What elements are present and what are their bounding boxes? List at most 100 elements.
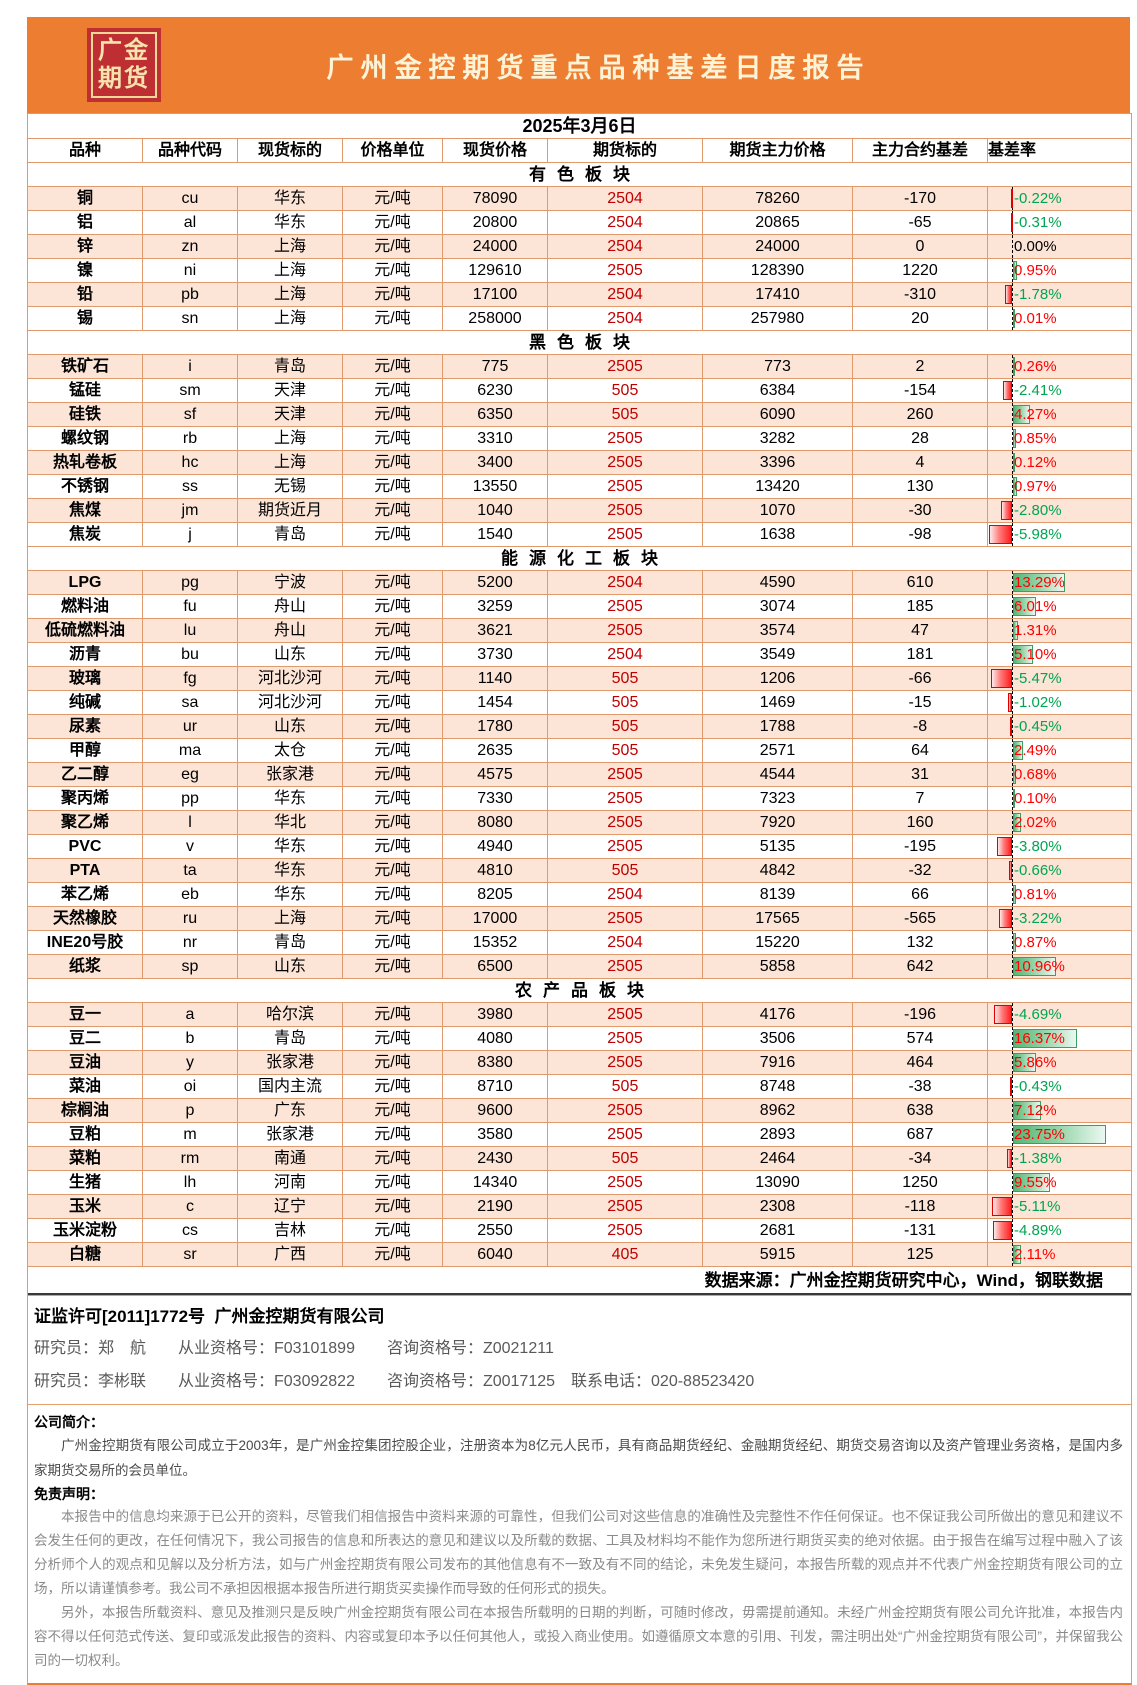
cell-name: 铝: [28, 211, 143, 234]
cell-contract: 2505: [548, 355, 703, 378]
cell-rate: 2.49%: [988, 739, 1131, 762]
cell-spot: 青岛: [238, 523, 343, 546]
positive-data-bar: [1013, 1173, 1051, 1192]
cell-code: sp: [143, 955, 238, 978]
rate-value: -1.02%: [1014, 694, 1062, 711]
cell-name: 焦煤: [28, 499, 143, 522]
cell-basis: -118: [853, 1195, 988, 1218]
zero-axis-line: [1012, 763, 1013, 786]
cell-spot: 南通: [238, 1147, 343, 1170]
cell-contract: 2505: [548, 1195, 703, 1218]
cell-contract: 2505: [548, 1123, 703, 1146]
cell-rate: -4.69%: [988, 1003, 1131, 1026]
cell-spot: 华东: [238, 835, 343, 858]
table-row: 菜粕 rm 南通 元/吨 2430 505 2464 -34 -1.38%: [28, 1147, 1131, 1171]
cell-code: rm: [143, 1147, 238, 1170]
zero-axis-line: [1012, 355, 1013, 378]
cell-contract: 2504: [548, 187, 703, 210]
zero-axis-line: [1012, 955, 1013, 978]
cell-basis: 1250: [853, 1171, 988, 1194]
cell-name: 聚丙烯: [28, 787, 143, 810]
cell-rate: 0.26%: [988, 355, 1131, 378]
rate-value: 5.10%: [1014, 646, 1057, 663]
cell-contract: 2505: [548, 1003, 703, 1026]
cell-spot_price: 1540: [443, 523, 548, 546]
cell-rate: 10.96%: [988, 955, 1131, 978]
cell-basis: 31: [853, 763, 988, 786]
cell-contract: 505: [548, 1147, 703, 1170]
cell-spot_price: 4575: [443, 763, 548, 786]
cell-code: ma: [143, 739, 238, 762]
cell-contract: 2504: [548, 931, 703, 954]
cell-rate: 7.12%: [988, 1099, 1131, 1122]
cell-unit: 元/吨: [343, 907, 443, 930]
column-header-spot: 现货标的: [238, 139, 343, 162]
cell-rate: -3.22%: [988, 907, 1131, 930]
cell-unit: 元/吨: [343, 571, 443, 594]
table-row: 豆一 a 哈尔滨 元/吨 3980 2505 4176 -196 -4.69%: [28, 1003, 1131, 1027]
rate-value: 0.85%: [1014, 430, 1057, 447]
cell-basis: -30: [853, 499, 988, 522]
cell-basis: 160: [853, 811, 988, 834]
cell-contract: 2505: [548, 427, 703, 450]
footer-divider: [28, 1404, 1131, 1405]
cell-spot: 上海: [238, 427, 343, 450]
cell-spot_price: 775: [443, 355, 548, 378]
rate-value: -0.66%: [1014, 862, 1062, 879]
table-row: INE20号胶 nr 青岛 元/吨 15352 2504 15220 132 0.87%: [28, 931, 1131, 955]
cell-unit: 元/吨: [343, 403, 443, 426]
cell-basis: -15: [853, 691, 988, 714]
cell-code: fu: [143, 595, 238, 618]
cell-spot_price: 78090: [443, 187, 548, 210]
cell-futures_price: 7323: [703, 787, 853, 810]
rate-value: 0.68%: [1014, 766, 1057, 783]
cell-spot: 山东: [238, 955, 343, 978]
cell-code: sn: [143, 307, 238, 330]
negative-data-bar: [990, 669, 1012, 688]
cell-basis: 0: [853, 235, 988, 258]
cell-contract: 2504: [548, 283, 703, 306]
cell-spot: 天津: [238, 403, 343, 426]
cell-basis: 64: [853, 739, 988, 762]
cell-contract: 2505: [548, 475, 703, 498]
cell-name: 焦炭: [28, 523, 143, 546]
cell-spot_price: 3621: [443, 619, 548, 642]
cell-code: pb: [143, 283, 238, 306]
cell-spot_price: 9600: [443, 1099, 548, 1122]
positive-data-bar: [1013, 645, 1033, 664]
cell-spot: 山东: [238, 715, 343, 738]
rate-value: -0.31%: [1014, 214, 1062, 231]
cell-rate: 0.00%: [988, 235, 1131, 258]
cell-code: ru: [143, 907, 238, 930]
cell-name: 玻璃: [28, 667, 143, 690]
rate-value: -4.89%: [1014, 1222, 1062, 1239]
cell-code: nr: [143, 931, 238, 954]
cell-rate: -5.11%: [988, 1195, 1131, 1218]
company-intro-text: 广州金控期货有限公司成立于2003年，是广州金控集团控股企业，注册资本为8亿元人…: [34, 1438, 1123, 1478]
cell-name: 螺纹钢: [28, 427, 143, 450]
report-footer: 证监许可[2011]1772号 广州金控期货有限公司 研究员：郑 航 从业资格号…: [27, 1296, 1132, 1685]
section-header: 农产品板块: [28, 979, 1131, 1003]
table-row: 硅铁 sf 天津 元/吨 6350 505 6090 260 4.27%: [28, 403, 1131, 427]
cell-basis: -154: [853, 379, 988, 402]
zero-axis-line: [1012, 259, 1013, 282]
cell-contract: 505: [548, 739, 703, 762]
cell-futures_price: 2893: [703, 1123, 853, 1146]
zero-axis-line: [1012, 523, 1013, 546]
cell-contract: 2505: [548, 907, 703, 930]
positive-data-bar: [1013, 573, 1065, 592]
cell-spot: 华东: [238, 187, 343, 210]
zero-axis-line: [1012, 403, 1013, 426]
cell-spot_price: 4080: [443, 1027, 548, 1050]
rate-value: 5.86%: [1014, 1054, 1057, 1071]
cell-basis: 610: [853, 571, 988, 594]
cell-rate: 23.75%: [988, 1123, 1131, 1146]
cell-spot_price: 24000: [443, 235, 548, 258]
negative-data-bar: [1001, 501, 1012, 520]
cell-name: 热轧卷板: [28, 451, 143, 474]
cell-code: sr: [143, 1243, 238, 1266]
table-row: 不锈钢 ss 无锡 元/吨 13550 2505 13420 130 0.97%: [28, 475, 1131, 499]
disclaimer-label: 免责声明：: [34, 1486, 104, 1502]
cell-name: 燃料油: [28, 595, 143, 618]
cell-basis: -131: [853, 1219, 988, 1242]
